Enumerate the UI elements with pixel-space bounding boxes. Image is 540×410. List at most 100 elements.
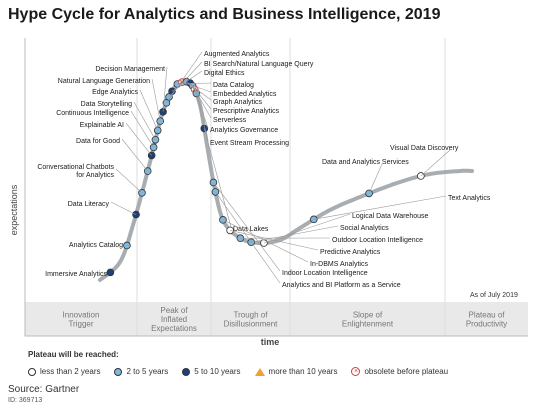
legend-label: obsolete before plateau <box>364 367 449 376</box>
legend-item-5-to-10: 5 to 10 years <box>182 367 241 376</box>
legend-label: less than 2 years <box>40 367 101 376</box>
legend-item-2-to-5: 2 to 5 years <box>114 367 168 376</box>
point-edge-analytics <box>153 126 162 135</box>
point-natural-language-generation <box>156 117 164 125</box>
legend-label: 5 to 10 years <box>194 367 241 376</box>
point-label: Explainable AI <box>80 122 124 129</box>
phase-label: Trough of Disillusionment <box>224 311 279 329</box>
phase-label: Slope of Enlightenment <box>342 311 394 329</box>
point-data-for-good <box>143 167 152 175</box>
axis-line <box>24 38 528 337</box>
point-data-and-analytics-services <box>365 189 373 198</box>
point-label: Indoor Location Intelligence <box>282 270 368 277</box>
leader-line <box>192 85 212 119</box>
leader-line <box>166 51 203 103</box>
point-label: Natural Language Generation <box>58 78 150 85</box>
leader-line <box>133 101 156 140</box>
chart-title: Hype Cycle for Analytics and Business In… <box>8 6 441 23</box>
leader-line <box>162 66 168 112</box>
leader-line <box>263 213 351 244</box>
legend-item-less-than-2: less than 2 years <box>28 367 100 376</box>
hype-cycle-chart: Innovation Trigger Peak of Inflated Expectat… <box>9 38 528 345</box>
point-label: Immersive Analytics <box>45 271 107 278</box>
point-label: Data and Analytics Services <box>322 159 409 166</box>
leader-line <box>420 149 451 177</box>
source: Source: Gartner <box>8 384 80 395</box>
point-label: In-DBMS Analytics <box>310 261 368 268</box>
legend-label: more than 10 years <box>268 367 338 376</box>
point-label: Decision Management <box>95 66 165 73</box>
point-label: Visual Data Discovery <box>390 145 459 152</box>
leader-line <box>230 230 319 251</box>
leader-line <box>251 225 339 243</box>
point-label: Continuous Intelligence <box>56 110 129 117</box>
legend: less than 2 years 2 to 5 years 5 to 10 y… <box>28 367 462 376</box>
point-label: Data Literacy <box>68 201 110 208</box>
leader-line <box>130 110 154 148</box>
leader-line <box>151 78 161 122</box>
point-text-analytics <box>309 215 318 224</box>
white-dot-icon <box>28 367 36 376</box>
orange-triangle-icon <box>254 367 265 376</box>
phase-label: Plateau of Productivity <box>466 311 507 329</box>
point-label: Data Storytelling <box>81 101 132 108</box>
point-label: Edge Analytics <box>92 89 138 96</box>
point-label: Analytics Governance <box>210 127 278 134</box>
light-blue-dot-icon <box>114 367 123 376</box>
point-label: Social Analytics <box>340 225 389 232</box>
point-label: BI Search/Natural Language Query <box>204 61 314 68</box>
point-continuous-intelligence <box>149 143 158 152</box>
leader-line <box>139 89 159 131</box>
point-analytics-catalog <box>123 241 131 250</box>
y-axis-label: expectations <box>9 184 19 235</box>
leader-line <box>368 163 383 194</box>
point-label: Event Stream Processing <box>210 140 289 147</box>
point-label: Analytics Catalog <box>69 242 123 249</box>
point-label: Conversational Chatbots for Analytics <box>37 164 114 179</box>
point-label: Graph Analytics <box>213 99 263 106</box>
point-label: Data Catalog <box>213 82 254 89</box>
hype-curve <box>98 79 474 282</box>
point-label: Embedded Analytics <box>213 91 277 98</box>
point-label: Outdoor Location Intelligence <box>332 237 423 244</box>
leader-line <box>204 128 232 228</box>
point-label: Serverless <box>213 117 247 124</box>
leader-line <box>168 61 203 98</box>
leader-line <box>215 191 281 284</box>
point-label: Digital Ethics <box>204 70 245 77</box>
leader-line <box>222 219 309 263</box>
point-immersive-analytics <box>106 268 115 277</box>
point-label: Augmented Analytics <box>204 51 270 58</box>
phase-label: Innovation Trigger <box>63 311 100 329</box>
obsolete-x-icon: × <box>351 367 361 376</box>
leader-line <box>213 182 281 272</box>
legend-item-more-than-10: more than 10 years <box>254 367 338 376</box>
point-label: Prescriptive Analytics <box>213 108 280 115</box>
x-axis-label: time <box>261 337 280 345</box>
leader-line <box>171 70 203 92</box>
source-id: ID: 369713 <box>8 397 43 404</box>
point-explainable-ai <box>147 151 156 160</box>
phase-label: Peak of Inflated Expectations <box>151 306 197 333</box>
legend-item-obsolete: × obsolete before plateau <box>351 367 448 376</box>
dark-blue-dot-icon <box>182 367 191 376</box>
leader-line <box>313 195 447 220</box>
legend-label: 2 to 5 years <box>126 367 169 376</box>
point-label: Predictive Analytics <box>320 249 381 256</box>
leader-line <box>177 82 212 85</box>
leader-line <box>121 138 148 172</box>
leader-line <box>196 93 209 142</box>
point-label: Text Analytics <box>448 195 491 202</box>
leader-line <box>110 201 137 215</box>
point-label: Logical Data Warehouse <box>352 213 429 220</box>
point-data-literacy <box>132 210 140 219</box>
point-label: Data Lakes <box>233 226 269 233</box>
legend-title: Plateau will be reached: <box>28 350 119 359</box>
leader-line <box>186 81 212 101</box>
point-data-storytelling <box>151 136 160 144</box>
point-label: Analytics and BI Platform as a Service <box>282 282 401 289</box>
phase-band <box>25 302 528 336</box>
as-of-date: As of July 2019 <box>470 292 518 299</box>
leader-line <box>125 122 152 156</box>
point-label: Data for Good <box>76 138 120 145</box>
